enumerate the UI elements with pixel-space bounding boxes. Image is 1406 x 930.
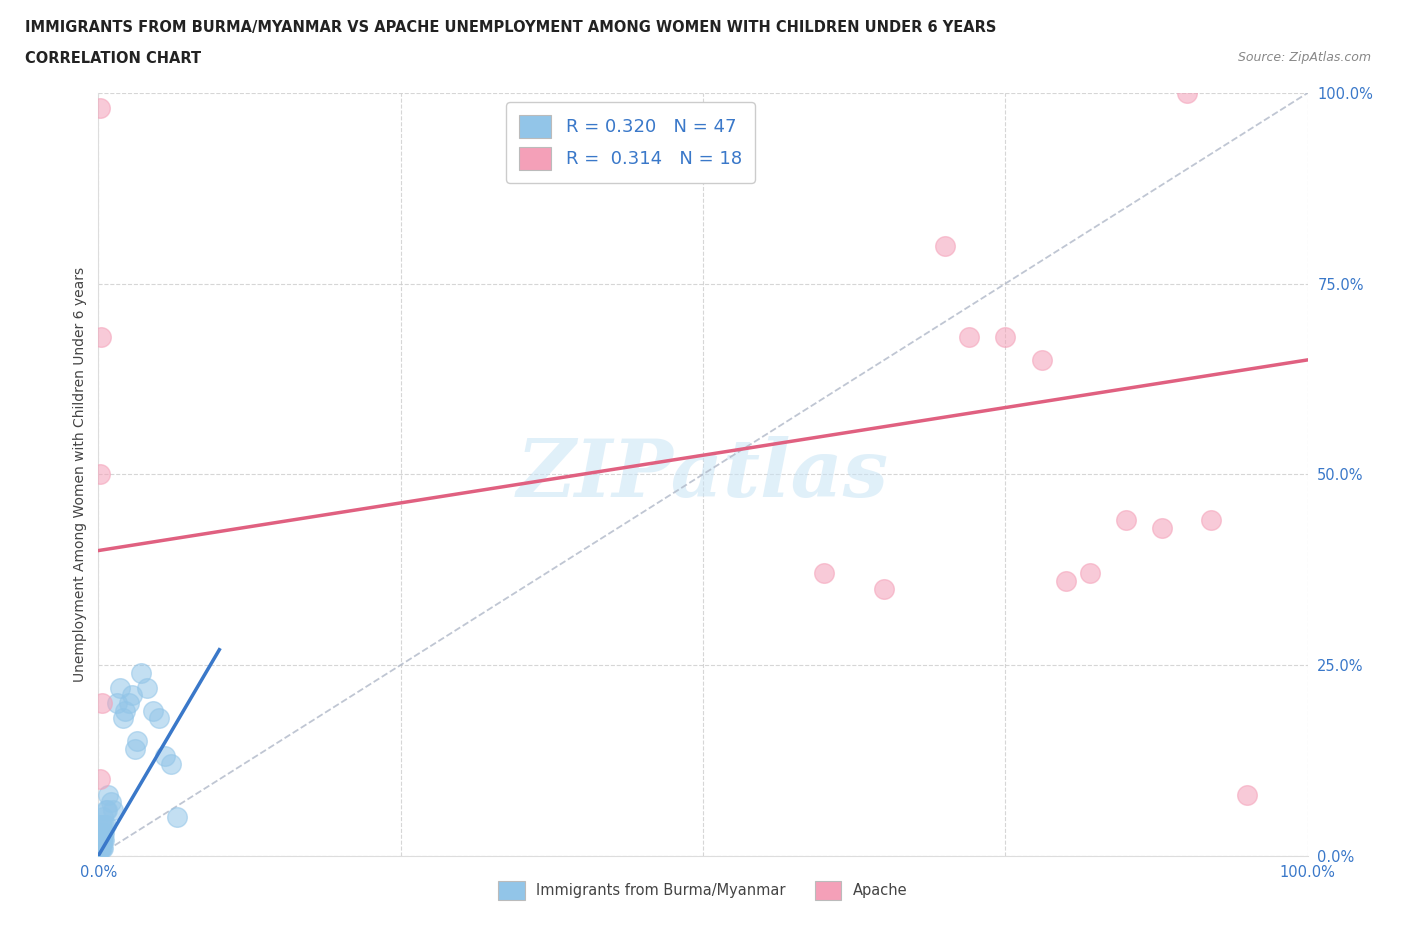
Point — [89, 841, 111, 856]
Point — [89, 467, 111, 482]
Point — [89, 841, 111, 856]
Point — [91, 841, 114, 856]
Point — [90, 825, 112, 840]
Point — [90, 841, 112, 856]
Point — [101, 803, 124, 817]
Point — [813, 566, 835, 581]
Point — [91, 833, 114, 848]
Point — [89, 772, 111, 787]
Point — [89, 833, 111, 848]
Point — [1152, 520, 1174, 535]
Text: Source: ZipAtlas.com: Source: ZipAtlas.com — [1237, 51, 1371, 64]
Text: ZIPatlas: ZIPatlas — [517, 435, 889, 513]
Point — [91, 833, 114, 848]
Point — [91, 817, 114, 832]
Point — [1078, 566, 1101, 581]
Point — [124, 741, 146, 756]
Point — [1115, 512, 1137, 527]
Point — [91, 825, 114, 840]
Point — [1031, 352, 1053, 367]
Point — [89, 100, 111, 115]
Point — [93, 817, 115, 832]
Text: IMMIGRANTS FROM BURMA/MYANMAR VS APACHE UNEMPLOYMENT AMONG WOMEN WITH CHILDREN U: IMMIGRANTS FROM BURMA/MYANMAR VS APACHE … — [25, 20, 997, 35]
Point — [90, 329, 112, 344]
Y-axis label: Unemployment Among Women with Children Under 6 years: Unemployment Among Women with Children U… — [73, 267, 87, 682]
Point — [91, 833, 114, 848]
Point — [166, 810, 188, 825]
Point — [94, 817, 117, 832]
Point — [118, 696, 141, 711]
Point — [127, 734, 149, 749]
Point — [91, 825, 114, 840]
Point — [129, 665, 152, 680]
Point — [94, 803, 117, 817]
Point — [91, 696, 114, 711]
Point — [1199, 512, 1222, 527]
Point — [957, 329, 980, 344]
Point — [108, 681, 131, 696]
Point — [114, 703, 136, 718]
Point — [89, 833, 111, 848]
Point — [90, 817, 112, 832]
Point — [148, 711, 170, 725]
Point — [90, 833, 112, 848]
Point — [96, 803, 118, 817]
Point — [934, 238, 956, 253]
Point — [160, 757, 183, 772]
Point — [1175, 86, 1198, 100]
Point — [90, 825, 112, 840]
Point — [1054, 574, 1077, 589]
Point — [142, 703, 165, 718]
Point — [873, 581, 896, 596]
Point — [89, 841, 111, 856]
Legend: Immigrants from Burma/Myanmar, Apache: Immigrants from Burma/Myanmar, Apache — [492, 875, 914, 906]
Point — [91, 810, 114, 825]
Point — [89, 825, 111, 840]
Point — [89, 833, 111, 848]
Point — [111, 711, 134, 725]
Point — [135, 681, 157, 696]
Point — [89, 841, 111, 856]
Point — [93, 833, 115, 848]
Point — [91, 841, 114, 856]
Point — [100, 795, 122, 810]
Point — [97, 787, 120, 802]
Point — [90, 833, 112, 848]
Point — [1236, 787, 1258, 802]
Point — [93, 825, 115, 840]
Text: CORRELATION CHART: CORRELATION CHART — [25, 51, 201, 66]
Point — [153, 749, 176, 764]
Point — [994, 329, 1017, 344]
Point — [105, 696, 128, 711]
Point — [121, 688, 143, 703]
